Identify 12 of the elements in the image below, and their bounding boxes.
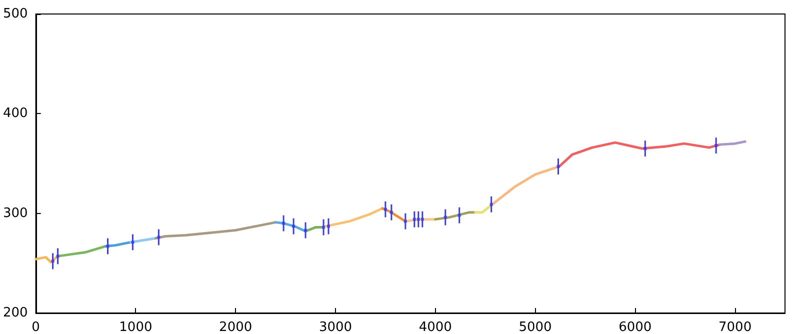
y-tick-label: 300 bbox=[2, 206, 28, 221]
x-tick-label: 0 bbox=[32, 320, 40, 334]
y-tick-label: 400 bbox=[2, 106, 28, 122]
y-tick-label: 500 bbox=[2, 6, 28, 22]
x-tick-label: 3000 bbox=[318, 320, 352, 334]
x-tick-label: 4000 bbox=[418, 320, 452, 334]
x-tick-label: 7000 bbox=[718, 320, 752, 334]
x-tick-label: 5000 bbox=[518, 320, 552, 334]
x-tick-label: 1000 bbox=[119, 320, 152, 334]
y-tick-label: 200 bbox=[2, 306, 28, 320]
x-tick-label: 6000 bbox=[618, 320, 652, 334]
x-tick-label: 2000 bbox=[219, 320, 252, 334]
